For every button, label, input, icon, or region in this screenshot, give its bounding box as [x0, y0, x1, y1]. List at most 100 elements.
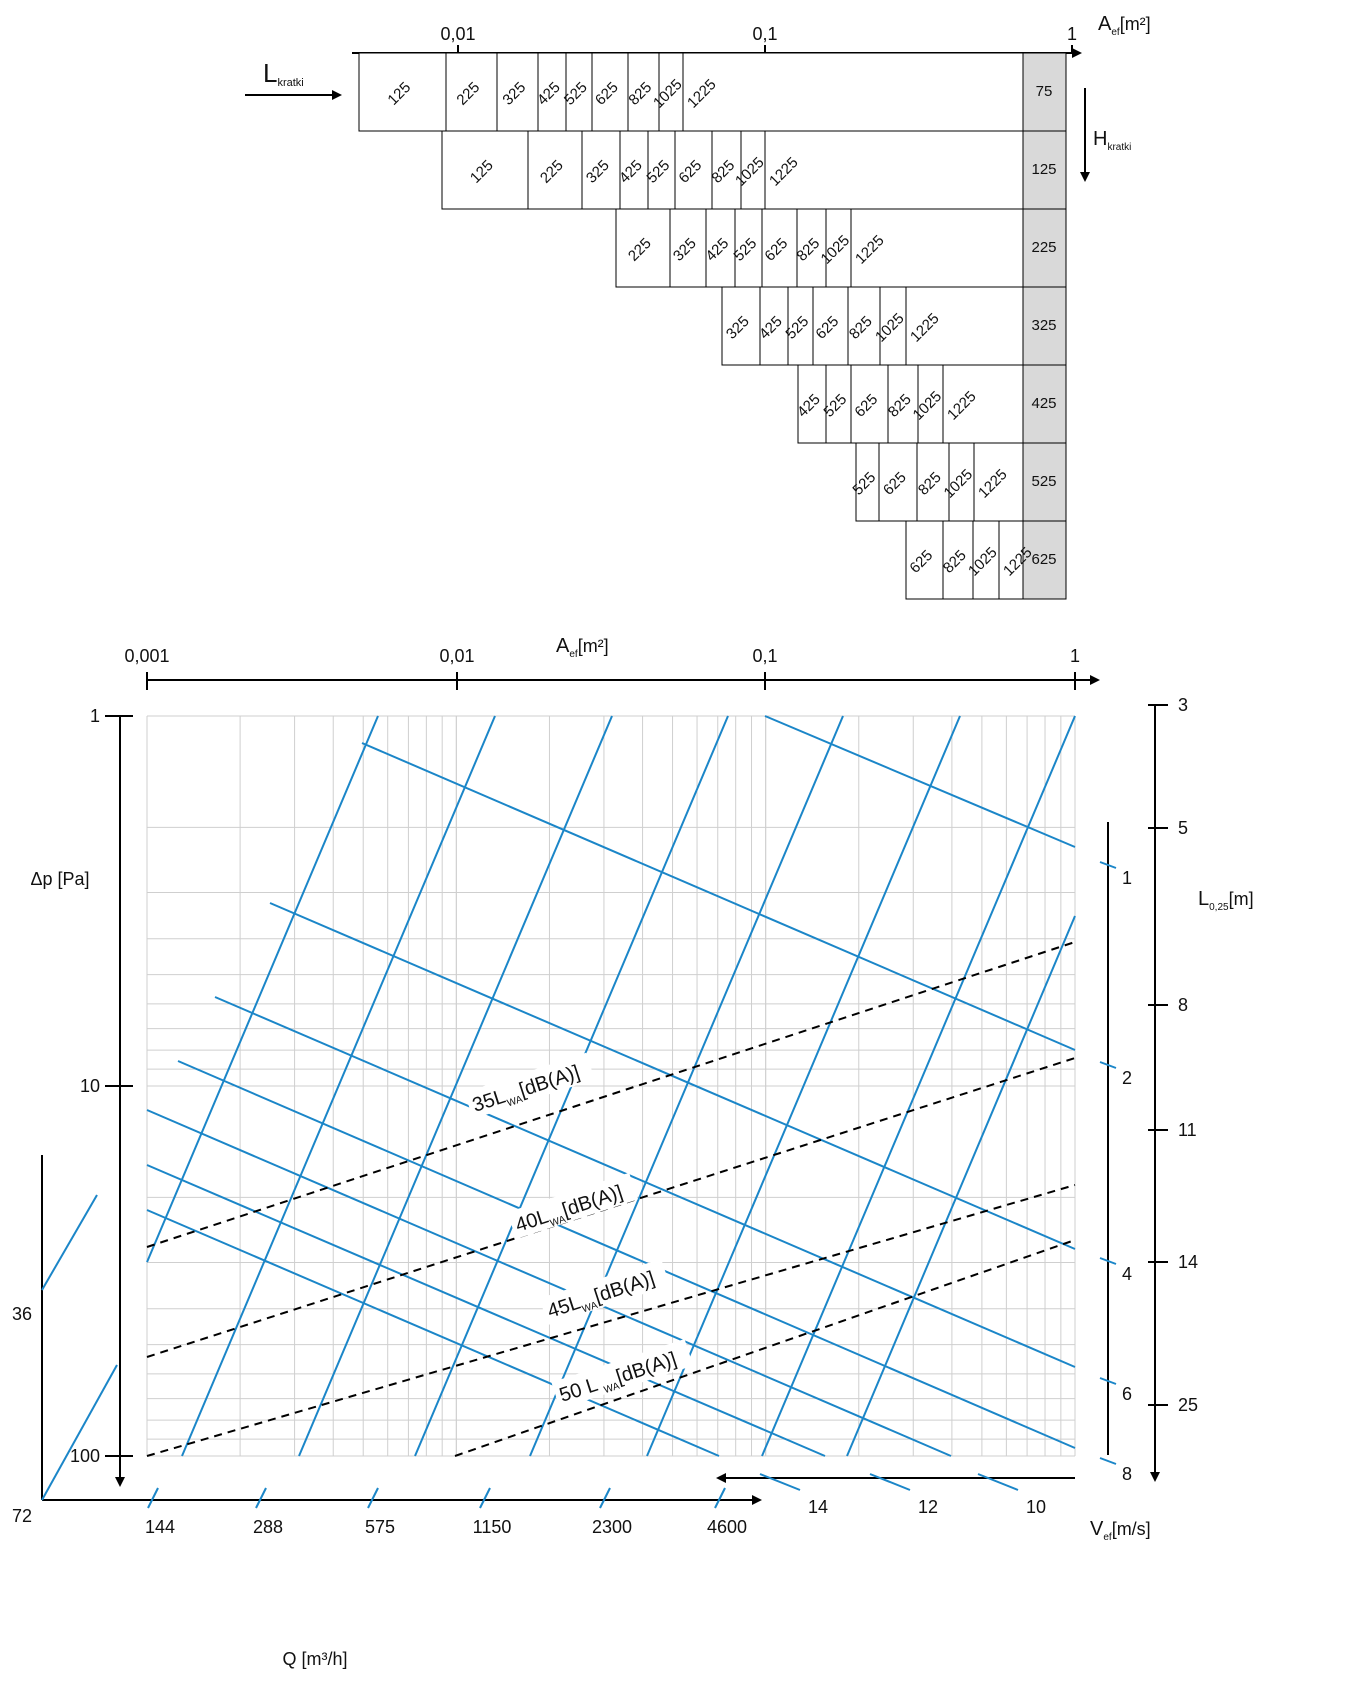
velocity-line [177, 1060, 1076, 1449]
flow-tick-label: 144 [145, 1517, 175, 1537]
distance-tick-label: 4 [1122, 1264, 1132, 1284]
velocity-line [269, 902, 1076, 1250]
throw-axis-label-part: 0,25 [1209, 902, 1229, 913]
height-value: 525 [1031, 473, 1056, 490]
noise-label-bg [539, 1258, 670, 1325]
noise-label-bg [551, 1339, 694, 1409]
flow-line [846, 915, 1076, 1457]
flow-tick [41, 1194, 98, 1291]
flow-line [761, 715, 1076, 1457]
noise-label-part: WA [581, 1300, 600, 1315]
height-cell [1022, 520, 1067, 600]
velocity-line [146, 1164, 826, 1457]
area-tick-label: 0,1 [752, 646, 777, 666]
row-box [721, 286, 1024, 366]
area-tick-label-part: 0,01 [440, 24, 475, 44]
height-value-part: 75 [1036, 83, 1053, 100]
distance-tick-label: 1 [1122, 868, 1132, 888]
area-axis-label-part: [m²] [578, 636, 609, 656]
flow-tick-label: 4600 [707, 1517, 747, 1537]
noise-label-part: WA [603, 1381, 622, 1396]
distance-tick-label-part: 6 [1122, 1384, 1132, 1404]
pressure-tick-label-part: 100 [70, 1446, 100, 1466]
height-label: Hkratki [1093, 128, 1131, 153]
pressure-axis-label-part: Δp [Pa] [30, 869, 89, 889]
height-value: 625 [1031, 551, 1056, 568]
velocity-line [764, 715, 1076, 848]
pressure-tick-label-part: 1 [90, 706, 100, 726]
height-cell [1022, 286, 1067, 366]
area-tick-label: 0,001 [124, 646, 169, 666]
noise-label-part: WA [506, 1094, 525, 1109]
distance-tick-label: 8 [1122, 1464, 1132, 1484]
row-box [905, 520, 1024, 600]
velocity-line [146, 1209, 720, 1457]
pressure-tick-label: 100 [70, 1446, 100, 1466]
area-tick-label-part: 0,1 [752, 646, 777, 666]
height-value-part: 325 [1031, 317, 1056, 334]
throw-axis-label: L0,25[m] [1198, 888, 1254, 913]
area-axis-label-part: A [1098, 13, 1112, 35]
throw-tick-label: 3 [1178, 695, 1188, 715]
height-value-part: 425 [1031, 395, 1056, 412]
flow-axis-label-part: Q [m³/h] [282, 1649, 347, 1669]
noise-label: 50 L WA[dB(A)] [557, 1348, 681, 1409]
flow-tick-label-part: 36 [12, 1304, 32, 1324]
throw-axis-label-part: [m] [1229, 889, 1254, 909]
area-axis-label: Aef[m²] [556, 635, 609, 660]
distance-tick-label-part: 4 [1122, 1264, 1132, 1284]
height-value-part: 125 [1031, 161, 1056, 178]
pressure-axis-label: Δp [Pa] [30, 869, 89, 889]
distance-tick [1099, 1061, 1117, 1069]
throw-tick-label: 11 [1178, 1120, 1197, 1140]
velocity-tick-label: 10 [1026, 1497, 1046, 1517]
flow-tick [479, 1487, 491, 1509]
velocity-line [361, 742, 1076, 1051]
throw-tick-label-part: 11 [1178, 1120, 1197, 1140]
height-value: 325 [1031, 317, 1056, 334]
flow-tick-label: 2300 [592, 1517, 632, 1537]
throw-tick-label-part: 25 [1178, 1395, 1198, 1415]
area-tick-label: 1 [1067, 24, 1077, 44]
height-cell [1022, 130, 1067, 210]
noise-label: 35LWA[dB(A)] [470, 1061, 584, 1119]
height-cell [1022, 442, 1067, 522]
distance-tick-label: 6 [1122, 1384, 1132, 1404]
height-value-part: 525 [1031, 473, 1056, 490]
area-tick-label: 0,01 [440, 24, 475, 44]
flow-tick-label-part: 2300 [592, 1517, 632, 1537]
noise-label-part: WA [549, 1214, 568, 1229]
velocity-tick [977, 1473, 1019, 1491]
height-cell [1022, 52, 1067, 132]
flow-tick-label: 72 [12, 1506, 32, 1526]
flow-tick-label-part: 4600 [707, 1517, 747, 1537]
velocity-axis-label-part: V [1090, 1518, 1104, 1540]
height-label-part: H [1093, 128, 1107, 150]
height-value: 125 [1031, 161, 1056, 178]
velocity-axis-label: Vef[m/s] [1090, 1518, 1151, 1543]
throw-axis-label-part: L [1198, 888, 1209, 910]
flow-tick [147, 1487, 159, 1509]
velocity-axis-label-part: [m/s] [1112, 1519, 1151, 1539]
velocity-axis-label-part: ef [1103, 1532, 1112, 1543]
flow-tick [367, 1487, 379, 1509]
flow-tick-label: 1150 [473, 1517, 512, 1537]
pressure-tick-label-part: 10 [80, 1076, 100, 1096]
flow-tick-label-part: 288 [253, 1517, 283, 1537]
height-value: 75 [1036, 83, 1053, 100]
flow-line [146, 715, 379, 1263]
height-label-part: kratki [1107, 142, 1131, 153]
area-tick-label: 0,1 [752, 24, 777, 44]
throw-tick-label-part: 3 [1178, 695, 1188, 715]
area-axis-label-part: [m²] [1120, 14, 1151, 34]
height-value: 225 [1031, 239, 1056, 256]
pressure-tick-label: 10 [80, 1076, 100, 1096]
flow-tick-label: 288 [253, 1517, 283, 1537]
velocity-line [214, 996, 1076, 1368]
throw-tick-label: 25 [1178, 1395, 1198, 1415]
area-tick-label-part: 0,1 [752, 24, 777, 44]
distance-tick [1099, 1457, 1117, 1465]
flow-tick-label: 36 [12, 1304, 32, 1324]
area-axis-label-part: A [556, 635, 570, 657]
